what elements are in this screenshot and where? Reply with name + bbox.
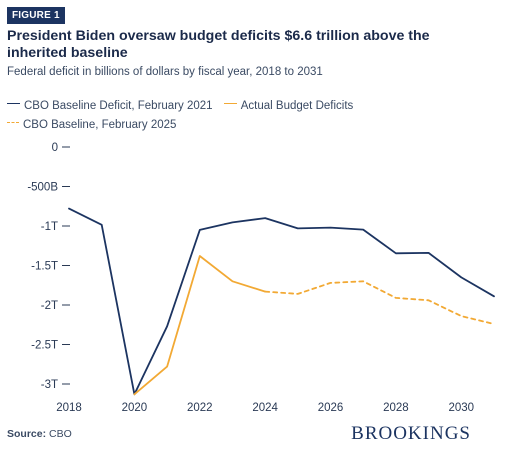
y-tick-label: -1T: [41, 221, 58, 233]
y-axis: 0 -500B -1T -1.5T -2T -2.5T -3T: [27, 142, 70, 391]
x-tick-label: 2030: [449, 402, 475, 414]
legend-item-cbo-2021: CBO Baseline Deficit, February 2021: [7, 97, 213, 116]
legend-item-cbo-2025: CBO Baseline, February 2025: [7, 116, 176, 135]
legend-label-cbo-2021: CBO Baseline Deficit, February 2021: [24, 100, 213, 112]
series-line-0: [68, 207, 495, 396]
source-note: Source: CBO: [7, 428, 72, 440]
x-tick-label: 2026: [318, 402, 344, 414]
source-value: CBO: [49, 428, 72, 440]
series-layer: [68, 207, 495, 396]
legend-label-cbo-2025: CBO Baseline, February 2025: [23, 119, 177, 131]
x-axis: 2018 2020 2022 2024 2026 2028 2030: [56, 402, 474, 414]
x-tick-label: 2020: [122, 402, 148, 414]
y-tick-label: -1.5T: [31, 261, 58, 273]
legend-swatch-orange-line: [223, 103, 237, 105]
y-tick-label: -2.5T: [31, 340, 58, 352]
chart-subtitle: Federal deficit in billions of dollars b…: [7, 66, 323, 78]
series-line-2: [264, 280, 495, 325]
legend-item-actual: Actual Budget Deficits: [223, 97, 354, 116]
x-tick-label: 2028: [383, 402, 409, 414]
source-label: Source:: [7, 428, 47, 440]
series-line-1: [133, 255, 267, 396]
chart-legend: CBO Baseline Deficit, February 2021 Actu…: [7, 97, 497, 135]
chart-title: President Biden oversaw budget deficits …: [7, 28, 430, 61]
x-tick-label: 2022: [187, 402, 213, 414]
brookings-logo: BROOKINGS: [351, 423, 471, 444]
y-tick-label: -2T: [41, 300, 58, 312]
figure-label: FIGURE 1: [7, 7, 65, 24]
legend-label-actual: Actual Budget Deficits: [240, 100, 354, 112]
legend-swatch-orange-dashed: [7, 122, 19, 124]
x-tick-label: 2024: [252, 402, 278, 414]
y-tick-label: -500B: [27, 182, 58, 194]
y-tick-label: -3T: [41, 379, 58, 391]
x-tick-label: 2018: [56, 402, 82, 414]
legend-swatch-navy-line: [7, 103, 20, 105]
y-tick-label: 0: [52, 142, 58, 154]
